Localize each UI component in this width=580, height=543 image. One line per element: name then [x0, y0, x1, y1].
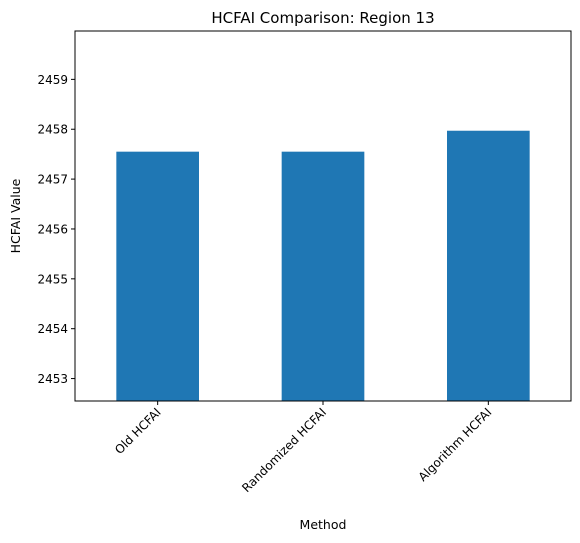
- x-axis: Old HCFAI Randomized HCFAI Algorithm HCFAI: [112, 401, 494, 495]
- y-tick-label: 2457: [37, 173, 68, 187]
- y-tick-label: 2456: [37, 222, 68, 236]
- plot-frame: [74, 30, 572, 402]
- x-tick-label: Algorithm HCFAI: [416, 405, 495, 484]
- bar-algorithm-hcfai: [447, 130, 530, 401]
- y-axis-label: HCFAI Value: [8, 178, 23, 253]
- x-axis-label: Method: [300, 517, 347, 532]
- y-tick-label: 2458: [37, 123, 68, 137]
- y-tick-label: 2454: [37, 322, 68, 336]
- y-tick-label: 2455: [37, 272, 68, 286]
- x-tick-label: Randomized HCFAI: [239, 405, 329, 495]
- y-tick-label: 2459: [37, 73, 68, 87]
- bars-group: [116, 130, 530, 401]
- chart-title: HCFAI Comparison: Region 13: [211, 9, 434, 27]
- x-tick-label: Old HCFAI: [112, 405, 164, 457]
- y-axis: 2453 2454 2455 2456 2457 2458 2459: [37, 73, 75, 386]
- bar-randomized-hcfai: [281, 151, 365, 401]
- y-tick-label: 2453: [37, 372, 68, 386]
- bar-old-hcfai: [116, 151, 199, 401]
